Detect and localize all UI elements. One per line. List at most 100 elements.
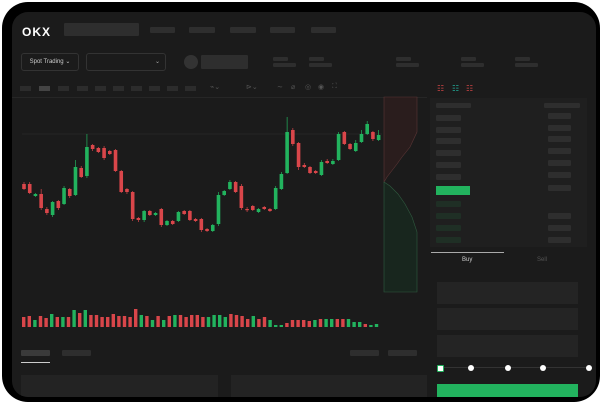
filter-button[interactable]	[350, 350, 379, 356]
candle-body	[165, 221, 169, 225]
volume-bar	[145, 316, 149, 327]
timeframe-button[interactable]	[39, 86, 50, 91]
camera-icon[interactable]: ◎	[305, 84, 312, 91]
timeframe-button[interactable]	[185, 86, 196, 91]
indicator-icon[interactable]: ⌁⌄	[210, 84, 221, 91]
tab-order-history[interactable]	[62, 350, 91, 356]
slider-stop[interactable]	[505, 365, 511, 371]
amount-input[interactable]	[437, 308, 578, 330]
trading-screen: OKX Spot Trading ⌄ ⌄ ⌁⌄ ⊳⌄ ∼ ⌀ ◎ ◉ ⛶ ☷ ☷…	[12, 12, 596, 397]
candle-body	[136, 218, 141, 220]
volume-bar	[307, 321, 311, 327]
volume-bar	[162, 320, 166, 327]
nav-item[interactable]	[189, 27, 215, 33]
volume-bar	[229, 314, 233, 327]
volume-bar	[50, 314, 54, 327]
ask-size	[548, 160, 571, 166]
okx-logo[interactable]: OKX	[22, 25, 52, 39]
timeframe-button[interactable]	[113, 86, 124, 91]
candle-body	[130, 192, 135, 219]
timeframe-button[interactable]	[131, 86, 142, 91]
orders-panel	[21, 375, 218, 397]
timeframe-button[interactable]	[95, 86, 106, 91]
tab-open-orders[interactable]	[21, 350, 50, 356]
candle-body	[113, 150, 118, 171]
volume-bar	[106, 317, 110, 327]
ruler-icon[interactable]: ⌀	[291, 84, 296, 91]
ask-size	[548, 136, 571, 142]
orderbook-asks-icon[interactable]: ☷	[466, 84, 474, 93]
slider-stop[interactable]	[586, 365, 592, 371]
slider-stop[interactable]	[468, 365, 474, 371]
stat-label	[273, 57, 288, 61]
volume-bar	[150, 320, 155, 327]
slider-track[interactable]	[440, 367, 590, 368]
price-input[interactable]	[437, 282, 578, 304]
ask-price[interactable]	[436, 138, 461, 144]
slider-handle[interactable]	[437, 365, 444, 372]
volume-bar	[352, 322, 356, 327]
candle-body	[273, 188, 278, 209]
candle-body	[268, 209, 272, 211]
timeframe-button[interactable]	[58, 86, 69, 91]
line-icon[interactable]: ∼	[277, 84, 283, 91]
orderbook-bids-icon[interactable]: ☷	[452, 84, 460, 93]
bid-size	[548, 237, 571, 243]
volume-bar	[302, 320, 306, 327]
ask-price[interactable]	[436, 174, 461, 180]
volume-bar	[330, 319, 334, 327]
nav-item[interactable]	[150, 27, 175, 33]
candle-body	[302, 165, 307, 167]
volume-bar	[335, 319, 339, 327]
ask-price[interactable]	[436, 115, 461, 121]
bid-price[interactable]	[436, 237, 461, 243]
nav-item[interactable]	[311, 27, 336, 33]
candle-body	[291, 130, 295, 144]
volume-bar	[206, 317, 211, 327]
volume-bar	[318, 319, 323, 327]
tab-buy[interactable]: Buy	[462, 257, 473, 263]
fullscreen-icon[interactable]: ⛶	[332, 83, 337, 90]
ask-price[interactable]	[436, 150, 461, 156]
bid-price[interactable]	[436, 225, 461, 231]
volume-bar	[246, 319, 250, 327]
nav-item[interactable]	[230, 27, 256, 33]
volume-bar	[374, 324, 379, 327]
timeframe-button[interactable]	[77, 86, 88, 91]
candle-body	[371, 132, 375, 139]
candle-body	[170, 221, 175, 224]
bid-price[interactable]	[436, 201, 461, 207]
volume-bar	[184, 317, 188, 327]
market-selector[interactable]: Spot Trading ⌄	[21, 53, 79, 71]
candle-body	[67, 189, 72, 196]
device-frame: OKX Spot Trading ⌄ ⌄ ⌁⌄ ⊳⌄ ∼ ⌀ ◎ ◉ ⛶ ☷ ☷…	[2, 2, 600, 402]
volume-bar	[212, 315, 216, 327]
volume-bar	[223, 317, 227, 327]
volume-bar	[94, 315, 99, 327]
ask-price[interactable]	[436, 162, 461, 168]
candle-body	[353, 143, 358, 151]
total-input[interactable]	[437, 335, 578, 357]
slider-stop[interactable]	[540, 365, 546, 371]
candle-body	[245, 209, 249, 211]
filter-button[interactable]	[388, 350, 417, 356]
tab-sell[interactable]: Sell	[537, 257, 548, 263]
nav-item[interactable]	[270, 27, 295, 33]
timeframe-button[interactable]	[149, 86, 160, 91]
pair-selector[interactable]: ⌄	[86, 53, 166, 71]
orderbook-header	[544, 103, 580, 108]
search-input[interactable]	[64, 23, 139, 36]
volume-bar	[240, 316, 244, 327]
ask-price[interactable]	[436, 127, 461, 133]
orderbook-both-icon[interactable]: ☷	[437, 84, 445, 93]
buy-button[interactable]	[437, 384, 578, 397]
draw-icon[interactable]: ⊳⌄	[246, 84, 258, 91]
candlestick-chart[interactable]	[12, 12, 596, 342]
bid-price[interactable]	[436, 213, 461, 219]
volume-bar	[72, 310, 76, 327]
settings-icon[interactable]: ◉	[318, 84, 325, 91]
timeframe-button[interactable]	[20, 86, 31, 91]
timeframe-button[interactable]	[167, 86, 178, 91]
candle-body	[228, 182, 232, 189]
volume-bar	[257, 319, 261, 327]
